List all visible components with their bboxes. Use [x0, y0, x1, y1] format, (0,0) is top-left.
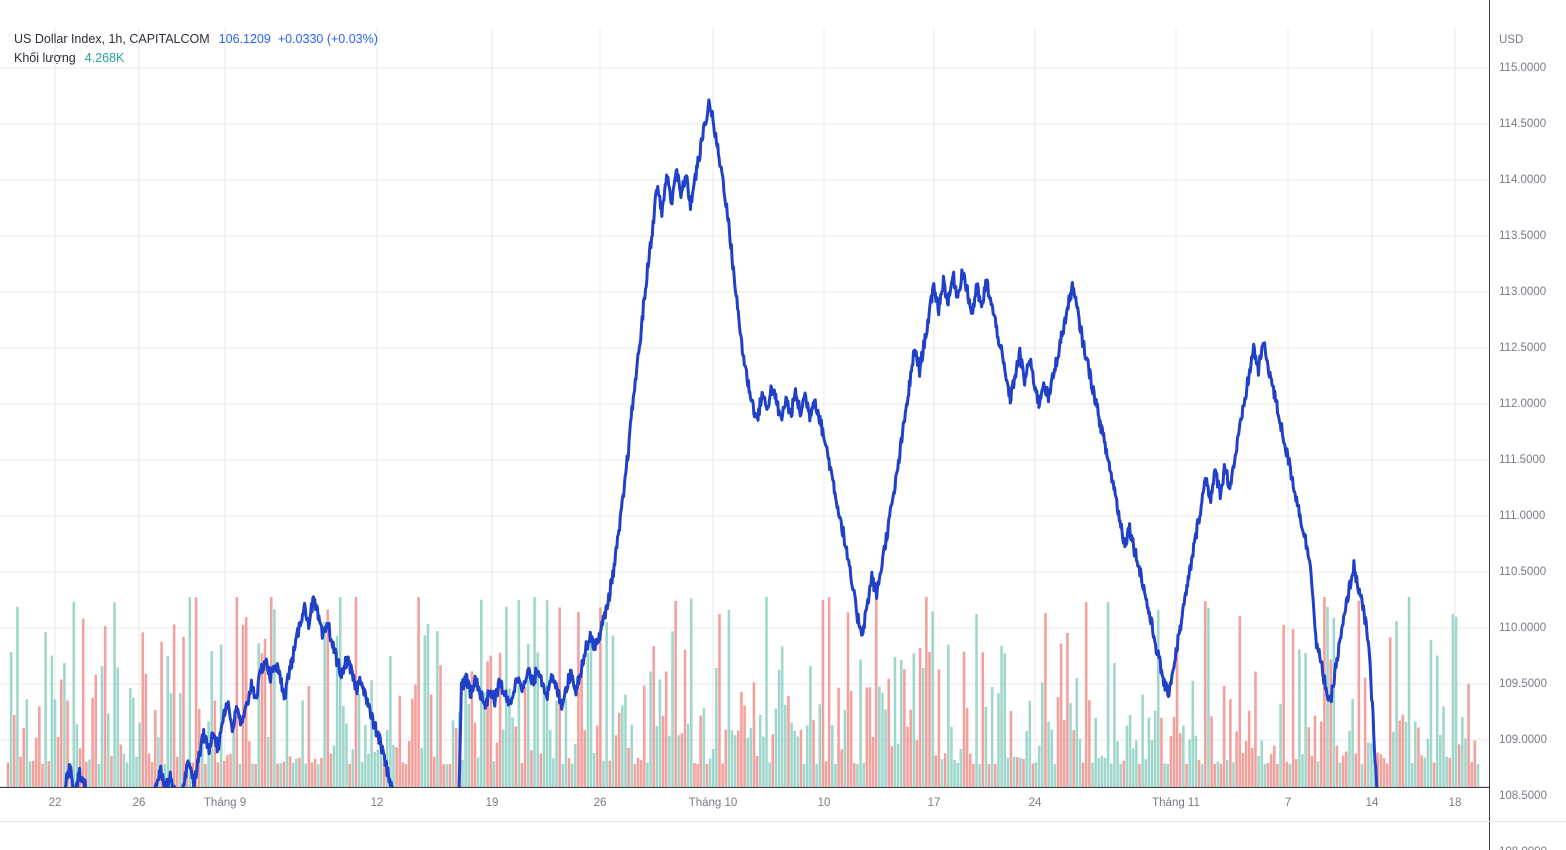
time-axis-tick: 10 — [817, 797, 831, 809]
legend-last-price: 106.1209 — [218, 32, 271, 46]
time-axis[interactable]: 22 26 Tháng 9 12 19 26 Tháng 10 10 17 24 Tháng 11 7… — [0, 787, 1489, 821]
legend-volume-label: Khối lượng — [14, 51, 76, 65]
legend-symbol: US Dollar Index, 1h, CAPITALCOM — [14, 32, 210, 46]
time-axis-tick: 22 — [48, 797, 62, 809]
price-axis-tick: 113.0000 — [1499, 286, 1547, 298]
price-axis[interactable]: USD 115.0000 114.5000 114.0000 113.5000 113.… — [1489, 0, 1566, 850]
time-axis-tick: Tháng 11 — [1152, 797, 1200, 809]
time-axis-tick: Tháng 10 — [688, 797, 738, 809]
time-axis-tick: 26 — [132, 797, 146, 809]
price-axis-tick: 109.5000 — [1499, 678, 1547, 690]
time-axis-tick: 24 — [1028, 797, 1042, 809]
price-axis-tick: 115.0000 — [1499, 62, 1547, 74]
price-axis-tick: 111.5000 — [1499, 454, 1546, 466]
price-axis-tick: 112.5000 — [1499, 342, 1547, 354]
price-axis-tick: 113.5000 — [1499, 230, 1547, 242]
time-axis-tick: 18 — [1448, 797, 1462, 809]
price-axis-tick: 108.0000 — [1499, 846, 1547, 850]
volume-bars — [0, 597, 1489, 787]
time-axis-tick: Tháng 9 — [203, 797, 247, 809]
time-axis-tick: 7 — [1284, 797, 1292, 809]
price-axis-tick: 114.5000 — [1499, 118, 1547, 130]
price-axis-tick: 110.5000 — [1499, 566, 1547, 578]
legend-symbol-row[interactable]: US Dollar Index, 1h, CAPITALCOM 106.1209… — [14, 31, 378, 48]
time-axis-tick: 17 — [927, 797, 941, 809]
price-axis-tick: 110.0000 — [1499, 622, 1547, 634]
price-axis-tick: 114.0000 — [1499, 174, 1547, 186]
time-axis-tick: 14 — [1365, 797, 1379, 809]
price-axis-unit: USD — [1499, 34, 1524, 46]
time-axis-tick: 12 — [370, 797, 384, 809]
price-axis-tick: 112.0000 — [1499, 398, 1547, 410]
legend-volume-value: 4.268K — [84, 51, 125, 65]
legend-volume-row[interactable]: Khối lượng 4.268K — [14, 50, 378, 67]
chart-legend: US Dollar Index, 1h, CAPITALCOM 106.1209… — [14, 31, 378, 67]
price-line-series — [63, 98, 1379, 787]
axis-bottom-divider — [0, 821, 1566, 822]
legend-change: +0.0330 (+0.03%) — [277, 32, 378, 46]
price-axis-tick: 111.0000 — [1499, 510, 1546, 522]
price-axis-tick: 109.0000 — [1499, 734, 1547, 746]
time-axis-tick: 26 — [593, 797, 607, 809]
time-axis-tick: 19 — [485, 797, 499, 809]
price-axis-tick: 108.5000 — [1499, 790, 1547, 802]
chart-plot-area[interactable] — [0, 28, 1489, 787]
